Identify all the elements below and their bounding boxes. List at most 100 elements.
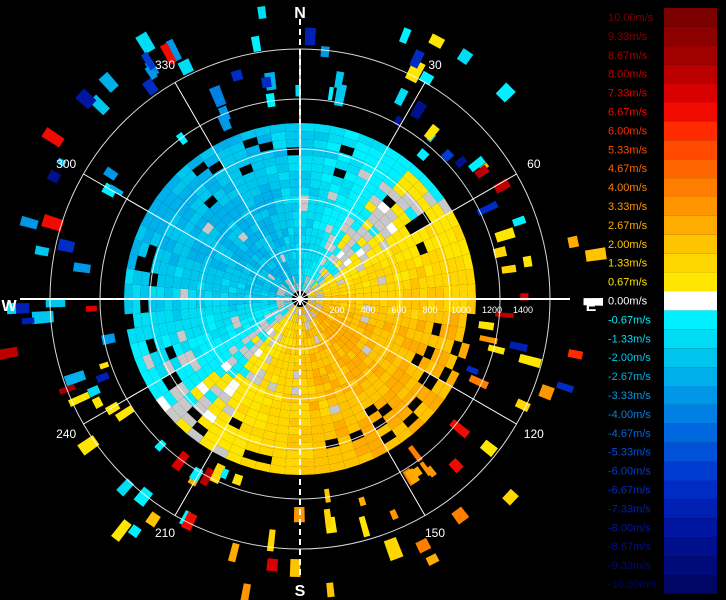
range-gate <box>362 231 374 243</box>
range-gate <box>385 351 397 364</box>
range-gate <box>474 164 490 179</box>
range-gate <box>391 367 405 382</box>
colorbar-label: -5.33m/s <box>608 447 651 459</box>
range-gate <box>183 235 197 249</box>
range-gate <box>368 194 383 208</box>
range-gate <box>468 374 490 390</box>
range-gate <box>289 285 296 293</box>
range-gate <box>342 257 353 267</box>
range-gate <box>309 353 317 363</box>
range-gate <box>177 58 194 76</box>
range-gate <box>392 182 408 198</box>
range-gate <box>410 381 425 397</box>
range-gate <box>287 227 295 236</box>
range-gate <box>345 311 355 319</box>
range-gate <box>514 398 531 413</box>
range-gate <box>358 253 370 263</box>
range-gate <box>369 278 379 287</box>
range-gate <box>427 299 436 311</box>
range-gate <box>268 290 277 295</box>
range-gate <box>271 188 282 199</box>
range-gate <box>349 335 359 346</box>
range-gate <box>322 381 333 392</box>
range-gate <box>315 315 323 324</box>
range-gate <box>320 257 328 267</box>
range-gate <box>124 313 135 330</box>
range-gate <box>379 329 391 340</box>
range-gate <box>371 299 380 306</box>
range-gate <box>266 414 280 426</box>
range-gate <box>333 167 347 179</box>
range-gate <box>189 225 202 239</box>
range-gate <box>129 238 143 256</box>
range-gate <box>75 88 97 110</box>
range-gate <box>309 311 316 319</box>
range-gate <box>245 311 255 319</box>
range-gate <box>247 315 257 323</box>
range-gate <box>249 400 262 412</box>
range-tick-label: 800 <box>422 305 437 315</box>
range-gate <box>192 182 208 198</box>
range-gate <box>222 271 233 281</box>
range-gate <box>287 362 295 371</box>
range-gate <box>538 384 555 401</box>
range-gate <box>324 338 333 348</box>
range-gate <box>417 227 431 242</box>
range-gate <box>159 42 177 65</box>
range-gate <box>195 381 210 396</box>
range-gate <box>180 308 190 320</box>
range-gate <box>378 181 393 195</box>
range-gate <box>281 271 288 280</box>
range-gate <box>142 325 154 341</box>
range-gate <box>204 282 214 292</box>
colorbar-swatch <box>664 310 717 330</box>
range-gate <box>320 321 329 330</box>
range-gate <box>258 183 272 194</box>
range-gate <box>332 271 342 279</box>
range-gate <box>311 432 326 443</box>
range-gate <box>235 429 251 442</box>
range-gate <box>372 326 383 337</box>
range-gate <box>454 155 468 169</box>
range-gate <box>300 147 314 156</box>
range-gate <box>306 211 316 221</box>
range-gate <box>405 327 416 341</box>
range-gate <box>307 301 316 306</box>
range-gate <box>145 338 158 354</box>
range-gate <box>272 280 281 287</box>
range-gate <box>378 283 388 293</box>
range-gate <box>289 179 300 188</box>
range-gate <box>308 260 314 269</box>
range-gate <box>302 259 307 268</box>
range-gate <box>372 167 388 182</box>
range-gate <box>261 396 274 408</box>
range-gate <box>368 174 383 188</box>
range-gate <box>293 362 300 371</box>
range-gate <box>358 335 370 345</box>
range-gate <box>275 384 285 394</box>
range-gate <box>191 346 204 359</box>
range-gate <box>304 275 309 284</box>
range-gate <box>382 194 397 209</box>
range-gate <box>456 48 474 65</box>
range-gate <box>382 321 393 332</box>
range-gate <box>416 342 428 357</box>
range-gate <box>182 363 196 378</box>
range-gate <box>341 178 355 191</box>
range-gate <box>181 318 192 331</box>
range-gate <box>445 369 460 387</box>
range-gate <box>284 301 293 306</box>
range-gate <box>237 231 249 243</box>
range-gate <box>204 290 213 299</box>
range-gate <box>310 261 317 270</box>
range-gate <box>329 125 346 137</box>
range-gate <box>391 230 404 243</box>
range-gate <box>124 299 133 315</box>
range-gate <box>176 231 190 245</box>
range-gate <box>257 6 267 20</box>
range-gate <box>268 293 277 297</box>
range-gate <box>252 290 261 296</box>
range-gate <box>376 423 392 438</box>
range-gate <box>355 293 364 299</box>
range-gate <box>288 426 300 435</box>
